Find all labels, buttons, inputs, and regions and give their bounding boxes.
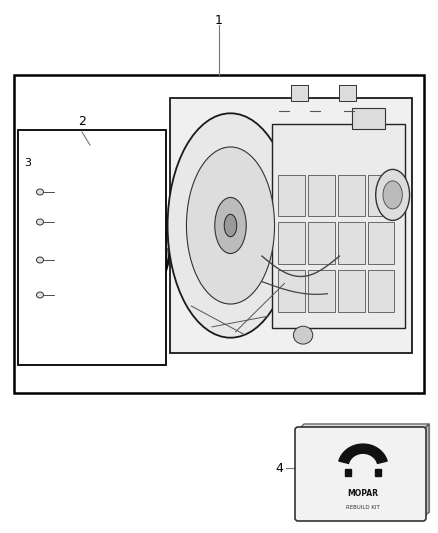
Bar: [18, 130, 166, 365]
Ellipse shape: [215, 197, 246, 254]
Bar: [308, 174, 335, 216]
Ellipse shape: [79, 216, 131, 274]
Bar: [368, 174, 395, 216]
Bar: [338, 270, 364, 312]
Ellipse shape: [138, 281, 141, 285]
Ellipse shape: [36, 292, 43, 298]
Bar: [308, 222, 335, 264]
Ellipse shape: [45, 212, 53, 219]
Ellipse shape: [71, 207, 139, 282]
Bar: [339, 85, 357, 101]
Text: 3: 3: [25, 158, 32, 168]
Bar: [278, 174, 305, 216]
Ellipse shape: [157, 212, 165, 219]
Ellipse shape: [138, 205, 141, 208]
Ellipse shape: [67, 280, 74, 286]
Ellipse shape: [87, 309, 95, 316]
Bar: [272, 124, 405, 327]
Ellipse shape: [40, 173, 170, 317]
Ellipse shape: [187, 147, 275, 304]
Ellipse shape: [140, 188, 148, 195]
Polygon shape: [339, 444, 387, 463]
Bar: [368, 222, 395, 264]
Ellipse shape: [293, 326, 313, 344]
Ellipse shape: [52, 186, 158, 304]
Ellipse shape: [137, 204, 142, 210]
Bar: [278, 222, 305, 264]
Polygon shape: [375, 469, 381, 475]
Bar: [14, 75, 424, 393]
Polygon shape: [423, 424, 429, 518]
Ellipse shape: [137, 280, 142, 286]
Ellipse shape: [168, 114, 293, 338]
Ellipse shape: [157, 271, 165, 279]
Ellipse shape: [69, 205, 72, 208]
Text: 4: 4: [275, 462, 283, 474]
Ellipse shape: [48, 182, 162, 309]
Polygon shape: [304, 424, 429, 512]
Bar: [308, 270, 335, 312]
Ellipse shape: [115, 309, 123, 316]
Ellipse shape: [62, 188, 70, 195]
Ellipse shape: [62, 295, 70, 303]
Ellipse shape: [36, 257, 43, 263]
Ellipse shape: [87, 174, 95, 181]
Ellipse shape: [58, 193, 152, 297]
Polygon shape: [346, 469, 350, 475]
Ellipse shape: [115, 174, 123, 181]
Ellipse shape: [224, 214, 237, 237]
Ellipse shape: [36, 189, 43, 195]
Bar: [278, 270, 305, 312]
Ellipse shape: [69, 281, 72, 285]
Ellipse shape: [45, 271, 53, 279]
FancyBboxPatch shape: [170, 98, 412, 353]
Ellipse shape: [67, 204, 74, 210]
Bar: [338, 222, 364, 264]
Ellipse shape: [140, 295, 148, 303]
Text: MOPAR: MOPAR: [347, 489, 378, 498]
Text: REBUILD KIT: REBUILD KIT: [346, 505, 380, 510]
Text: 1: 1: [215, 14, 223, 27]
Ellipse shape: [65, 200, 145, 289]
Bar: [338, 174, 364, 216]
Bar: [291, 85, 308, 101]
Ellipse shape: [87, 225, 123, 265]
Ellipse shape: [383, 181, 403, 209]
Polygon shape: [298, 424, 429, 430]
Ellipse shape: [95, 233, 115, 256]
Ellipse shape: [39, 241, 46, 248]
Ellipse shape: [376, 169, 410, 221]
Text: 2: 2: [78, 115, 86, 128]
Ellipse shape: [42, 176, 167, 314]
Ellipse shape: [36, 219, 43, 225]
Bar: [352, 108, 385, 128]
Ellipse shape: [163, 241, 171, 248]
FancyBboxPatch shape: [295, 427, 426, 521]
Bar: [368, 270, 395, 312]
Ellipse shape: [99, 239, 111, 252]
